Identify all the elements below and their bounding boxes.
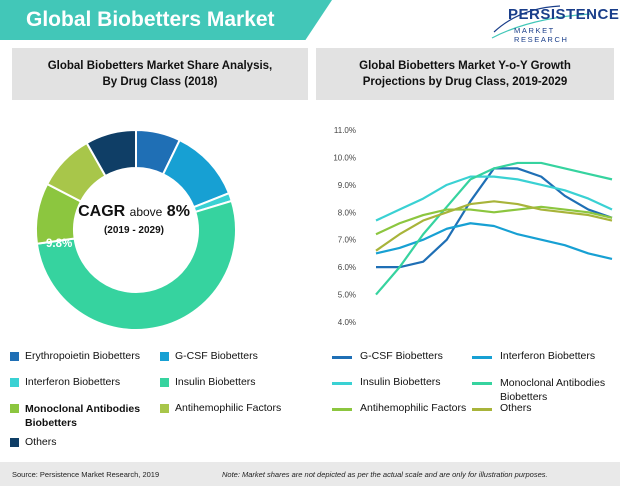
y-tick-label: 8.0%: [338, 208, 356, 217]
line-legend-gcsf: G-CSF Biobetters: [332, 350, 443, 362]
title-banner: [0, 0, 332, 40]
legend-swatch: [160, 352, 169, 361]
series-line-others: [375, 200, 613, 252]
legend-label: Antihemophilic Factors: [175, 402, 282, 414]
donut-slice-insulin: [35, 199, 237, 331]
donut-chart: [35, 128, 237, 331]
footer: Source: Persistence Market Research, 201…: [0, 462, 620, 486]
cagr-mid: above: [129, 205, 163, 219]
line-legend-insulin: Insulin Biobetters: [332, 376, 441, 388]
left-panel-title: Global Biobetters Market Share Analysis,…: [12, 48, 308, 100]
left-title-line1: Global Biobetters Market Share Analysis,: [47, 60, 273, 72]
left-legend: Erythropoietin Biobetters G-CSF Biobette…: [0, 344, 310, 456]
legend-line: [472, 408, 492, 411]
legend-item-others: Others: [10, 436, 57, 448]
legend-label: Monoclonal Antibodies Biobetters: [25, 403, 141, 429]
y-tick-label: 7.0%: [338, 236, 356, 245]
line-chart: 11.0% 10.0% 9.0% 8.0% 7.0% 6.0% 5.0% 4.0%: [333, 126, 613, 327]
y-tick-label: 6.0%: [338, 263, 356, 272]
series-line-interferon-biobetters: [375, 222, 613, 260]
header: Global Biobetters Market PERSISTENCE MAR…: [0, 0, 620, 44]
right-title-line2: Projections by Drug Class, 2019-2029: [362, 76, 568, 88]
footer-note: Note: Market shares are not depicted as …: [222, 470, 548, 479]
legend-label: G-CSF Biobetters: [360, 350, 443, 362]
legend-line: [472, 356, 492, 359]
legend-label: Antihemophilic Factors: [360, 402, 467, 414]
legend-swatch: [10, 404, 19, 413]
cagr-value: 8%: [166, 203, 190, 220]
legend-swatch: [10, 378, 19, 387]
legend-swatch: [160, 378, 169, 387]
monoclonal-data-label: 9.8%: [46, 238, 73, 250]
line-legend-interferon: Interferon Biobetters: [472, 350, 595, 362]
legend-item-insulin: Insulin Biobetters: [160, 376, 256, 388]
page-title: Global Biobetters Market: [26, 8, 275, 31]
legend-label: Others: [25, 436, 57, 448]
y-tick-label: 5.0%: [338, 291, 356, 300]
series-line-monoclonal-antibodies-biobetters: [375, 161, 613, 296]
legend-swatch: [10, 438, 19, 447]
legend-label: Monoclonal Antibodies Biobetters: [500, 377, 606, 403]
cagr-text: CAGR above 8%: [72, 203, 196, 221]
legend-item-antihemophilic: Antihemophilic Factors: [160, 402, 281, 414]
donut-center-text: CAGR above 8% (2019 - 2029): [72, 203, 196, 236]
legend-item-gcsf: G-CSF Biobetters: [160, 350, 258, 362]
legend-item-monoclonal: Monoclonal Antibodies Biobetters: [10, 402, 150, 430]
logo: PERSISTENCE MARKET RESEARCH: [490, 2, 619, 44]
y-tick-label: 11.0%: [334, 126, 356, 135]
legend-label: Interferon Biobetters: [500, 350, 596, 362]
y-tick-label: 4.0%: [338, 318, 356, 327]
right-legend: G-CSF Biobetters Interferon Biobetters I…: [316, 344, 616, 456]
right-title-line1: Global Biobetters Market Y-o-Y Growth: [359, 60, 571, 72]
right-panel-title: Global Biobetters Market Y-o-Y Growth Pr…: [316, 48, 614, 100]
line-legend-antihemophilic: Antihemophilic Factors: [332, 402, 466, 414]
line-legend-others: Others: [472, 402, 532, 414]
legend-label: Others: [500, 402, 532, 414]
donut-hole: [75, 169, 197, 291]
left-title-line2: By Drug Class (2018): [102, 76, 218, 88]
legend-label: G-CSF Biobetters: [175, 350, 258, 362]
logo-main-text: PERSISTENCE: [508, 6, 620, 23]
donut-slice-others: [85, 128, 137, 178]
series-line-insulin-biobetters: [375, 175, 613, 222]
legend-label: Erythropoietin Biobetters: [25, 350, 140, 362]
y-tick-label: 9.0%: [338, 181, 356, 190]
legend-label: Interferon Biobetters: [25, 376, 121, 388]
series-line-antihemophilic-factors: [375, 205, 613, 236]
logo-sub-text: MARKET RESEARCH: [514, 26, 569, 44]
legend-line: [472, 382, 492, 385]
line-legend-monoclonal: Monoclonal Antibodies Biobetters: [472, 376, 618, 404]
logo-swoosh-icon: [491, 5, 591, 39]
legend-label: Insulin Biobetters: [175, 376, 256, 388]
cagr-period: (2019 - 2029): [103, 225, 165, 236]
legend-line: [332, 356, 352, 359]
legend-label: Insulin Biobetters: [360, 376, 441, 388]
cagr-prefix: CAGR: [78, 203, 126, 220]
legend-item-interferon: Interferon Biobetters: [10, 376, 120, 388]
legend-line: [332, 408, 352, 411]
footer-source: Source: Persistence Market Research, 201…: [12, 470, 160, 479]
legend-line: [332, 382, 352, 385]
legend-item-erythropoietin: Erythropoietin Biobetters: [10, 350, 140, 362]
y-tick-label: 10.0%: [333, 153, 356, 162]
legend-swatch: [10, 352, 19, 361]
legend-swatch: [160, 404, 169, 413]
